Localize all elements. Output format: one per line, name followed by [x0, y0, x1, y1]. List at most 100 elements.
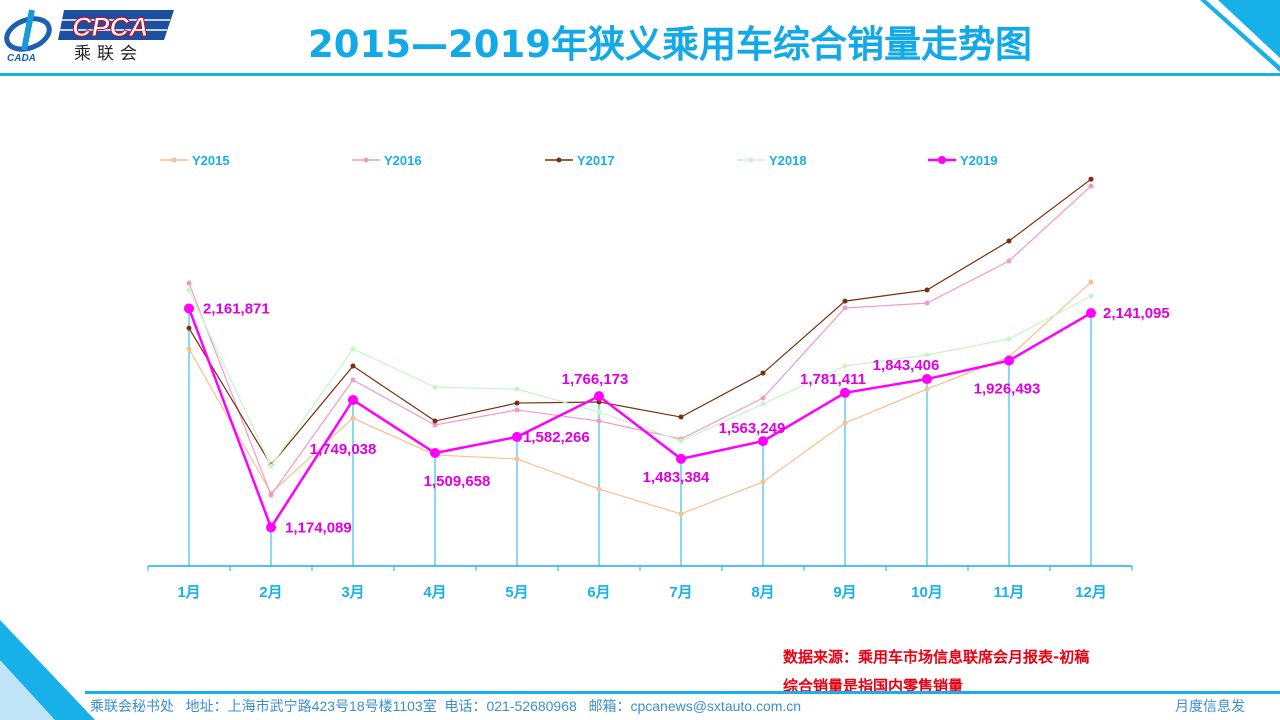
- legend-marker: [748, 157, 754, 163]
- data-point-y2018: [760, 401, 766, 407]
- data-point-y2016: [514, 407, 520, 413]
- data-point-y2015: [186, 346, 192, 352]
- data-point-y2017: [350, 363, 356, 369]
- legend-marker: [171, 157, 177, 163]
- data-point-y2019: [512, 431, 522, 442]
- data-point-y2017: [1006, 238, 1012, 244]
- data-label: 1,509,658: [424, 473, 491, 490]
- data-point-y2018: [1088, 293, 1094, 299]
- data-point-y2015: [1088, 279, 1094, 285]
- data-label: 1,781,411: [800, 371, 866, 388]
- data-point-y2017: [842, 298, 848, 304]
- data-point-y2016: [1088, 183, 1094, 189]
- legend-marker: [556, 157, 562, 163]
- data-point-y2018: [596, 409, 602, 415]
- page-title: 2015—2019年狭义乘用车综合销量走势图: [308, 23, 1032, 66]
- data-point-y2015: [350, 415, 356, 421]
- data-point-y2016: [924, 300, 930, 306]
- legend-marker: [938, 156, 946, 164]
- x-tick-label: 6月: [587, 584, 610, 601]
- legend-label: Y2016: [384, 153, 422, 168]
- x-tick-label: 3月: [341, 584, 364, 601]
- data-point-y2019: [594, 391, 604, 402]
- data-point-y2018: [514, 386, 520, 392]
- data-point-y2018: [268, 463, 274, 469]
- data-point-y2018: [1006, 336, 1012, 342]
- data-label: 1,843,406: [873, 357, 940, 374]
- corner-decoration-bottom: [0, 620, 95, 720]
- svg-text:CPCA: CPCA: [72, 12, 149, 42]
- data-point-y2015: [514, 456, 520, 462]
- data-label: 1,174,089: [285, 519, 352, 536]
- series-line-y2017: [188, 178, 1092, 466]
- x-tick-label: 11月: [994, 584, 1025, 601]
- svg-text:CADA: CADA: [7, 53, 36, 64]
- data-point-y2016: [1006, 258, 1012, 264]
- legend-label: Y2019: [960, 153, 998, 168]
- data-point-y2019: [348, 394, 358, 405]
- series-line-y2019: [187, 308, 1092, 531]
- data-point-y2015: [924, 386, 930, 392]
- data-point-y2016: [186, 280, 192, 286]
- data-point-y2017: [924, 287, 930, 293]
- x-tick-label: 5月: [505, 584, 528, 601]
- data-label: 1,563,249: [719, 420, 786, 437]
- x-tick-label: 12月: [1075, 584, 1107, 601]
- data-point-y2015: [760, 479, 766, 485]
- data-point-y2018: [924, 352, 930, 358]
- legend-label: Y2018: [769, 153, 807, 168]
- legend-marker: [363, 157, 369, 163]
- data-point-y2017: [760, 370, 766, 376]
- data-point-y2019: [184, 303, 194, 314]
- definition-note: 综合销量是指国内零售销量: [783, 677, 964, 695]
- footer-contact: 乘联会秘书处 地址：上海市武宁路423号18号楼1103室 电话：021-526…: [90, 698, 802, 714]
- data-point-y2018: [432, 384, 438, 390]
- data-label: 2,161,871: [203, 300, 270, 317]
- series-line-y2015: [188, 281, 1092, 515]
- x-tick-label: 2月: [259, 584, 282, 601]
- source-note: 数据来源：乘用车市场信息联席会月报表-初稿: [783, 648, 1090, 666]
- data-label: 1,766,173: [562, 371, 629, 388]
- legend-label: Y2015: [192, 153, 230, 168]
- data-label: 2,141,095: [1103, 305, 1170, 322]
- data-point-y2019: [1086, 308, 1096, 319]
- series-line-y2016: [188, 185, 1092, 497]
- x-tick-label: 4月: [423, 584, 446, 601]
- x-tick-label: 8月: [751, 584, 774, 601]
- data-point-y2019: [1004, 355, 1014, 366]
- data-point-y2016: [268, 492, 274, 498]
- x-tick-label: 9月: [833, 584, 856, 601]
- data-point-y2016: [596, 418, 602, 424]
- data-point-y2019: [840, 387, 850, 398]
- data-point-y2017: [432, 418, 438, 424]
- x-tick-label: 10月: [911, 584, 943, 601]
- data-point-y2019: [922, 374, 932, 385]
- data-point-y2017: [514, 400, 520, 406]
- data-label: 1,582,266: [523, 429, 590, 446]
- corner-decoration: [1200, 0, 1280, 72]
- data-point-y2019: [758, 436, 768, 447]
- data-point-y2016: [842, 305, 848, 311]
- data-point-y2019: [676, 453, 686, 464]
- data-label: 1,483,384: [643, 469, 710, 486]
- data-point-y2016: [760, 395, 766, 401]
- data-label: 1,749,038: [310, 441, 377, 458]
- cpca-logo: CADA CPCA 乘联会: [2, 6, 177, 64]
- x-tick-label: 7月: [669, 584, 692, 601]
- data-point-y2017: [186, 325, 192, 331]
- data-point-y2016: [432, 422, 438, 428]
- data-point-y2017: [678, 414, 684, 420]
- data-point-y2019: [430, 448, 440, 459]
- footer-right-text: 月度信息发: [1175, 698, 1245, 714]
- data-point-y2016: [350, 377, 356, 383]
- svg-text:乘联会: 乘联会: [74, 44, 143, 63]
- data-label: 1,926,493: [974, 381, 1041, 398]
- legend-label: Y2017: [577, 153, 615, 168]
- data-point-y2017: [1088, 176, 1094, 182]
- data-point-y2018: [842, 363, 848, 369]
- data-point-y2018: [678, 438, 684, 444]
- data-point-y2019: [266, 522, 276, 533]
- header-divider: [0, 73, 1280, 76]
- data-point-y2015: [596, 486, 602, 492]
- data-point-y2015: [842, 420, 848, 426]
